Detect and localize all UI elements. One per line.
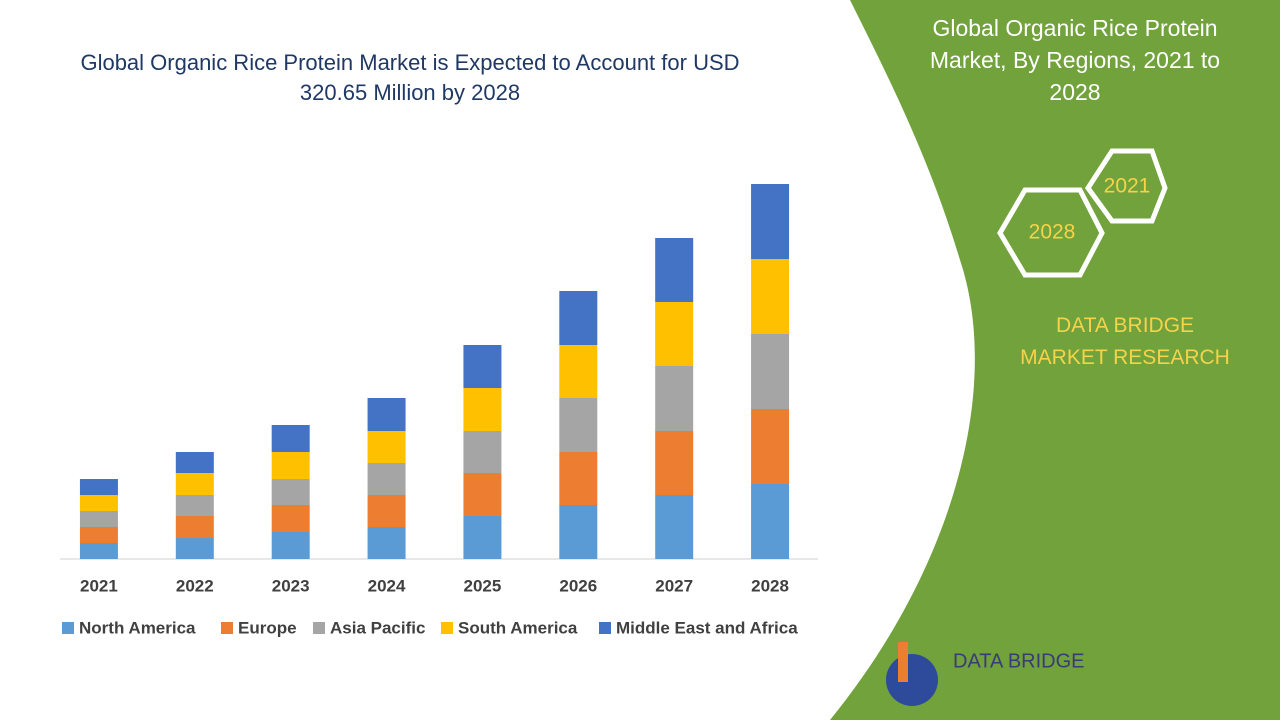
bar-segment bbox=[175, 452, 214, 473]
chart-title: Global Organic Rice Protein Market is Ex… bbox=[80, 50, 740, 105]
legend-label: Asia Pacific bbox=[330, 618, 425, 637]
bar-segment bbox=[271, 452, 310, 479]
bar-segment bbox=[655, 431, 694, 495]
brand: DATA BRIDGE MARKET RESEARCH bbox=[1020, 314, 1230, 369]
bar-segment bbox=[751, 334, 790, 409]
bar-segment bbox=[559, 345, 598, 398]
title-box: Global Organic Rice Protein Market is Ex… bbox=[80, 50, 740, 105]
bar-segment bbox=[367, 527, 406, 559]
bar-segment bbox=[463, 388, 502, 431]
legend-swatch bbox=[313, 622, 325, 634]
x-tick-label: 2023 bbox=[272, 576, 310, 595]
legend-label: Europe bbox=[238, 618, 297, 637]
bar-segment bbox=[271, 479, 310, 505]
legend-swatch bbox=[221, 622, 233, 634]
bar-segment bbox=[79, 543, 118, 559]
bar-segment bbox=[271, 425, 310, 452]
bar-segment bbox=[655, 238, 694, 302]
bar-segment bbox=[79, 511, 118, 527]
x-tick-label: 2026 bbox=[559, 576, 597, 595]
panel-title: Global Organic Rice Protein Market, By R… bbox=[929, 15, 1221, 105]
bar-segment bbox=[175, 473, 214, 495]
bar-segment bbox=[463, 345, 502, 388]
bar-segment bbox=[79, 479, 118, 495]
x-tick-label: 2022 bbox=[176, 576, 214, 595]
bar-segment bbox=[271, 505, 310, 532]
bar-segment bbox=[271, 532, 310, 559]
bar-segment bbox=[559, 452, 598, 505]
bar-segment bbox=[367, 431, 406, 463]
bar-segment bbox=[463, 516, 502, 559]
bar-segment bbox=[751, 259, 790, 334]
legend-label: North America bbox=[79, 618, 196, 637]
legend-swatch bbox=[62, 622, 74, 634]
bar-segment bbox=[79, 495, 118, 511]
bar-segment bbox=[559, 505, 598, 559]
bar-segment bbox=[175, 495, 214, 516]
bar-segment bbox=[79, 527, 118, 543]
bar-segment bbox=[751, 484, 790, 559]
x-tick-label: 2028 bbox=[751, 576, 789, 595]
bar-segment bbox=[559, 398, 598, 452]
logo-mark bbox=[886, 654, 938, 706]
bar-segment bbox=[559, 291, 598, 345]
panel-title-box: Global Organic Rice Protein Market, By R… bbox=[929, 15, 1221, 105]
bar-segment bbox=[367, 398, 406, 431]
hexagon bbox=[997, 187, 1105, 278]
logo-text: DATA BRIDGE bbox=[953, 650, 1085, 672]
x-tick-label: 2021 bbox=[80, 576, 118, 595]
x-tick-label: 2027 bbox=[655, 576, 693, 595]
x-tick-label: 2024 bbox=[368, 576, 406, 595]
bar-segment bbox=[655, 366, 694, 431]
legend-label: South America bbox=[458, 618, 578, 637]
legend-swatch bbox=[441, 622, 453, 634]
bar-segment bbox=[751, 184, 790, 259]
bar-segment bbox=[751, 409, 790, 484]
legend-label: Middle East and Africa bbox=[616, 618, 798, 637]
bar-segment bbox=[367, 463, 406, 495]
bar-segment bbox=[463, 473, 502, 516]
legend-swatch bbox=[599, 622, 611, 634]
hex-label: 2028 bbox=[1029, 221, 1076, 244]
hex-label: 2021 bbox=[1104, 175, 1151, 198]
bar-segment bbox=[655, 495, 694, 559]
x-tick-label: 2025 bbox=[464, 576, 502, 595]
brand-box: DATA BRIDGE MARKET RESEARCH bbox=[1020, 314, 1230, 369]
bar-segment bbox=[655, 302, 694, 366]
bar-segment bbox=[175, 516, 214, 538]
hexagon bbox=[1084, 148, 1168, 224]
bar-segment bbox=[463, 431, 502, 473]
bar-segment bbox=[367, 495, 406, 527]
green-panel bbox=[830, 0, 1280, 720]
bar-segment bbox=[175, 538, 214, 559]
logo-mark bbox=[898, 642, 908, 682]
